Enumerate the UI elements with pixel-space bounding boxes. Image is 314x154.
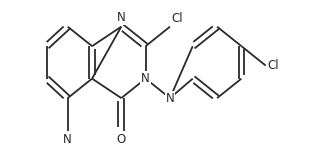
Text: Cl: Cl: [268, 59, 279, 72]
Text: Cl: Cl: [172, 12, 183, 25]
Text: N: N: [165, 92, 174, 105]
Text: N: N: [141, 72, 150, 85]
Text: N: N: [117, 11, 126, 24]
Text: O: O: [117, 133, 126, 146]
Text: N: N: [63, 133, 72, 146]
